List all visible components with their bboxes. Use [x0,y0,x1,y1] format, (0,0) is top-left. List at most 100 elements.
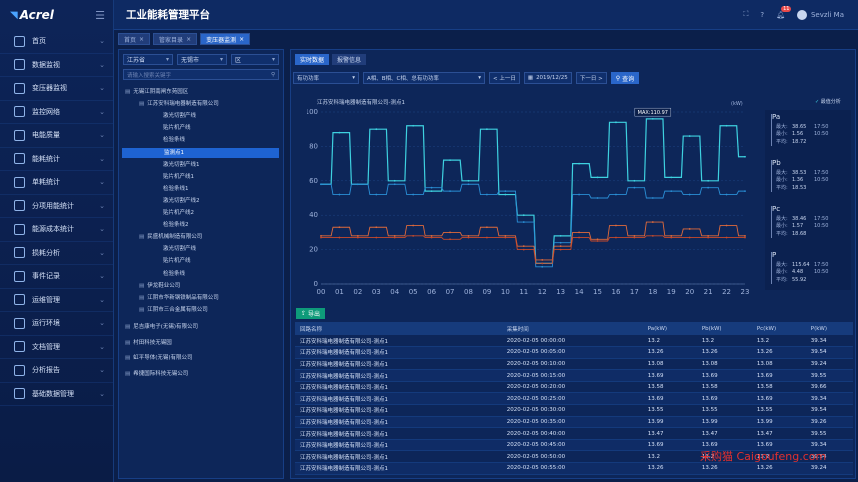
table-cell: 13.26 [696,346,752,359]
sidebar-item[interactable]: 能源成本统计 ⌄ [0,218,113,242]
tree-node[interactable]: 激光切割产线 [163,111,196,121]
sidebar-item[interactable]: 单耗统计 ⌄ [0,171,113,195]
data-point [725,236,728,239]
prev-day-button[interactable]: < 上一日 [489,72,520,84]
tree-node[interactable]: 检验条线 [163,135,185,145]
table-cell: 13.58 [696,381,752,394]
data-point [504,236,507,239]
x-tick-label: 05 [409,288,418,296]
table-cell: 2020-02-05 00:45:00 [501,439,643,452]
tree-node[interactable]: ▤ 江阴市华新钢铁制品有限公司 [139,293,219,303]
table-row[interactable]: 江苏安科瑞电器制造有限公司-测点1 2020-02-05 00:30:00 13.5… [295,404,853,417]
sidebar-item[interactable]: 能耗统计 ⌄ [0,148,113,171]
stat-row: 最小: 1.57 10:50 [776,223,828,231]
data-point [412,124,415,127]
tab[interactable]: 管家目录 × [153,33,198,45]
sidebar-item[interactable]: 变压器监视 ⌄ [0,77,113,101]
province-select[interactable]: 江苏省 ▾ [123,54,173,65]
page-title: 工业能耗管理平台 [126,9,210,21]
stat-label: 最大: [776,215,788,222]
sidebar-item[interactable]: 分项用能统计 ⌄ [0,195,113,218]
tree-node[interactable]: 贴片机产线 [163,256,191,266]
sidebar-item[interactable]: 损耗分析 ⌄ [0,242,113,265]
data-point [725,193,728,196]
close-icon[interactable]: × [139,35,145,43]
district-select[interactable]: 区 ▾ [231,54,279,65]
subtab[interactable]: 报警信息 [332,54,367,65]
tree-node[interactable]: ▤ 江苏安科瑞电器制造有限公司 [139,99,219,109]
menu-toggle-icon[interactable]: ☰ [95,9,105,22]
fullscreen-icon[interactable]: ⛶ [743,10,749,18]
table-row[interactable]: 江苏安科瑞电器制造有限公司-测点1 2020-02-05 00:00:00 13.2… [295,335,853,348]
phase-value: A相、B相、C相、总有功功率 [367,76,439,82]
sidebar-item[interactable]: 首页 ⌄ [0,30,113,54]
sidebar-item[interactable]: 基础数据管理 ⌄ [0,383,113,406]
table-row[interactable]: 江苏安科瑞电器制造有限公司-测点1 2020-02-05 00:10:00 13.0… [295,358,853,371]
tree-node[interactable]: ▤ 民盛机械制造有限公司 [139,232,202,242]
y-tick-label: 20 [309,246,318,254]
tree-node[interactable]: 贴片机产线1 [163,172,194,182]
tree-node[interactable]: 监测点1 [122,147,279,158]
table-row[interactable]: 江苏安科瑞电器制造有限公司-测点1 2020-02-05 00:45:00 13.6… [295,439,853,452]
tree-node[interactable]: 激光切割产线2 [163,196,200,206]
query-label: 查询 [622,75,635,83]
tree-node[interactable]: 检验条线1 [163,184,189,194]
table-row[interactable]: 江苏安科瑞电器制造有限公司-测点1 2020-02-05 00:25:00 13.6… [295,392,853,406]
tree-node[interactable]: 贴片机产线2 [163,208,194,218]
data-point [522,245,525,248]
tab[interactable]: 首页 × [118,33,151,45]
sidebar-item-label: 文档管理 [32,342,60,351]
date-picker[interactable]: ▦ 2019/12/25 [523,72,572,84]
tree-node[interactable]: ▤ 江阴市三合金属有限公司 [139,305,208,315]
tree-node[interactable]: ▤ 虹平导体(无锡)有限公司 [125,353,193,363]
tree-node[interactable]: 检验条线 [163,269,185,279]
table-row[interactable]: 江苏安科瑞电器制造有限公司-测点1 2020-02-05 00:40:00 13.4… [295,427,853,440]
table-row[interactable]: 江苏安科瑞电器制造有限公司-测点1 2020-02-05 00:15:00 13.6… [295,369,853,382]
close-icon[interactable]: × [186,35,192,43]
subtab[interactable]: 实时数据 [295,54,330,65]
data-point [393,179,396,182]
stat-time: 10:50 [814,269,829,276]
table-row[interactable]: 江苏安科瑞电器制造有限公司-测点1 2020-02-05 00:05:00 13.2… [295,346,853,359]
sidebar-item[interactable]: 运行环境 ⌄ [0,312,113,336]
tree-node[interactable]: 检验条线2 [163,220,189,230]
next-day-button[interactable]: 下一日 > [575,72,607,84]
stat-time: 10:50 [814,131,829,138]
tree-node[interactable]: ▤ 无锡江阴南闸东苑园区 [125,87,188,97]
phase-select[interactable]: A相、B相、C相、总有功功率 ▾ [363,72,485,84]
sidebar-item[interactable]: 运维管理 ⌄ [0,289,113,312]
help-icon[interactable]: ? [760,10,765,19]
sidebar-item[interactable]: 文档管理 ⌄ [0,336,113,359]
tree-node[interactable]: ▤ 尼吉康电子(无锡)有限公司 [125,322,198,332]
bell-icon[interactable]: 🔔︎ 11 [776,5,792,19]
sidebar-item[interactable]: 电能质量 ⌄ [0,124,113,148]
search-icon[interactable]: ⚲ [270,71,275,78]
data-point [338,226,341,229]
tab[interactable]: 变压器监测 × [200,33,251,45]
province-value: 江苏省 [127,57,146,64]
metric-select[interactable]: 有功功率 ▾ [293,72,359,84]
tree-node[interactable]: ▤ 伊龙鞋业公司 [139,281,180,291]
chart-legend[interactable]: ✓ 最值分析 [815,98,841,105]
sidebar-item[interactable]: 监控网络 ⌄ [0,101,113,124]
close-icon[interactable]: × [239,35,245,43]
table-row[interactable]: 江苏安科瑞电器制造有限公司-测点1 2020-02-05 00:20:00 13.5… [295,381,853,394]
tree-node[interactable]: ▤ 村田科技无锡园 [125,338,172,348]
table-cell: 13.69 [642,439,697,452]
query-button[interactable]: ⚲ 查询 [610,72,640,84]
tree-node[interactable]: 激光切割产线1 [163,160,200,170]
table-row[interactable]: 江苏安科瑞电器制造有限公司-测点1 2020-02-05 00:55:00 13.2… [295,462,853,475]
table-row[interactable]: 江苏安科瑞电器制造有限公司-测点1 2020-02-05 00:35:00 13.9… [295,416,853,429]
data-point [375,236,378,239]
city-select[interactable]: 无锡市 ▾ [177,54,227,65]
sidebar-item[interactable]: 数据监视 ⌄ [0,54,113,77]
sidebar-item[interactable]: 分析报告 ⌄ [0,359,113,383]
user-menu[interactable]: Sevzli Ma [796,9,844,20]
tree-node[interactable]: 贴片机产线 [163,123,191,133]
export-button[interactable]: ⇪ 导出 [296,308,326,319]
sidebar-item[interactable]: 事件记录 ⌄ [0,265,113,289]
table-row[interactable]: 江苏安科瑞电器制造有限公司-测点1 2020-02-05 00:50:00 13.2… [295,450,853,464]
tree-node[interactable]: ▤ 希捷国际科技无锡公司 [125,369,188,379]
tree-search-input[interactable]: 请输入搜索关键字 ⚲ [123,69,279,80]
tree-node[interactable]: 激光切割产线 [163,244,196,254]
